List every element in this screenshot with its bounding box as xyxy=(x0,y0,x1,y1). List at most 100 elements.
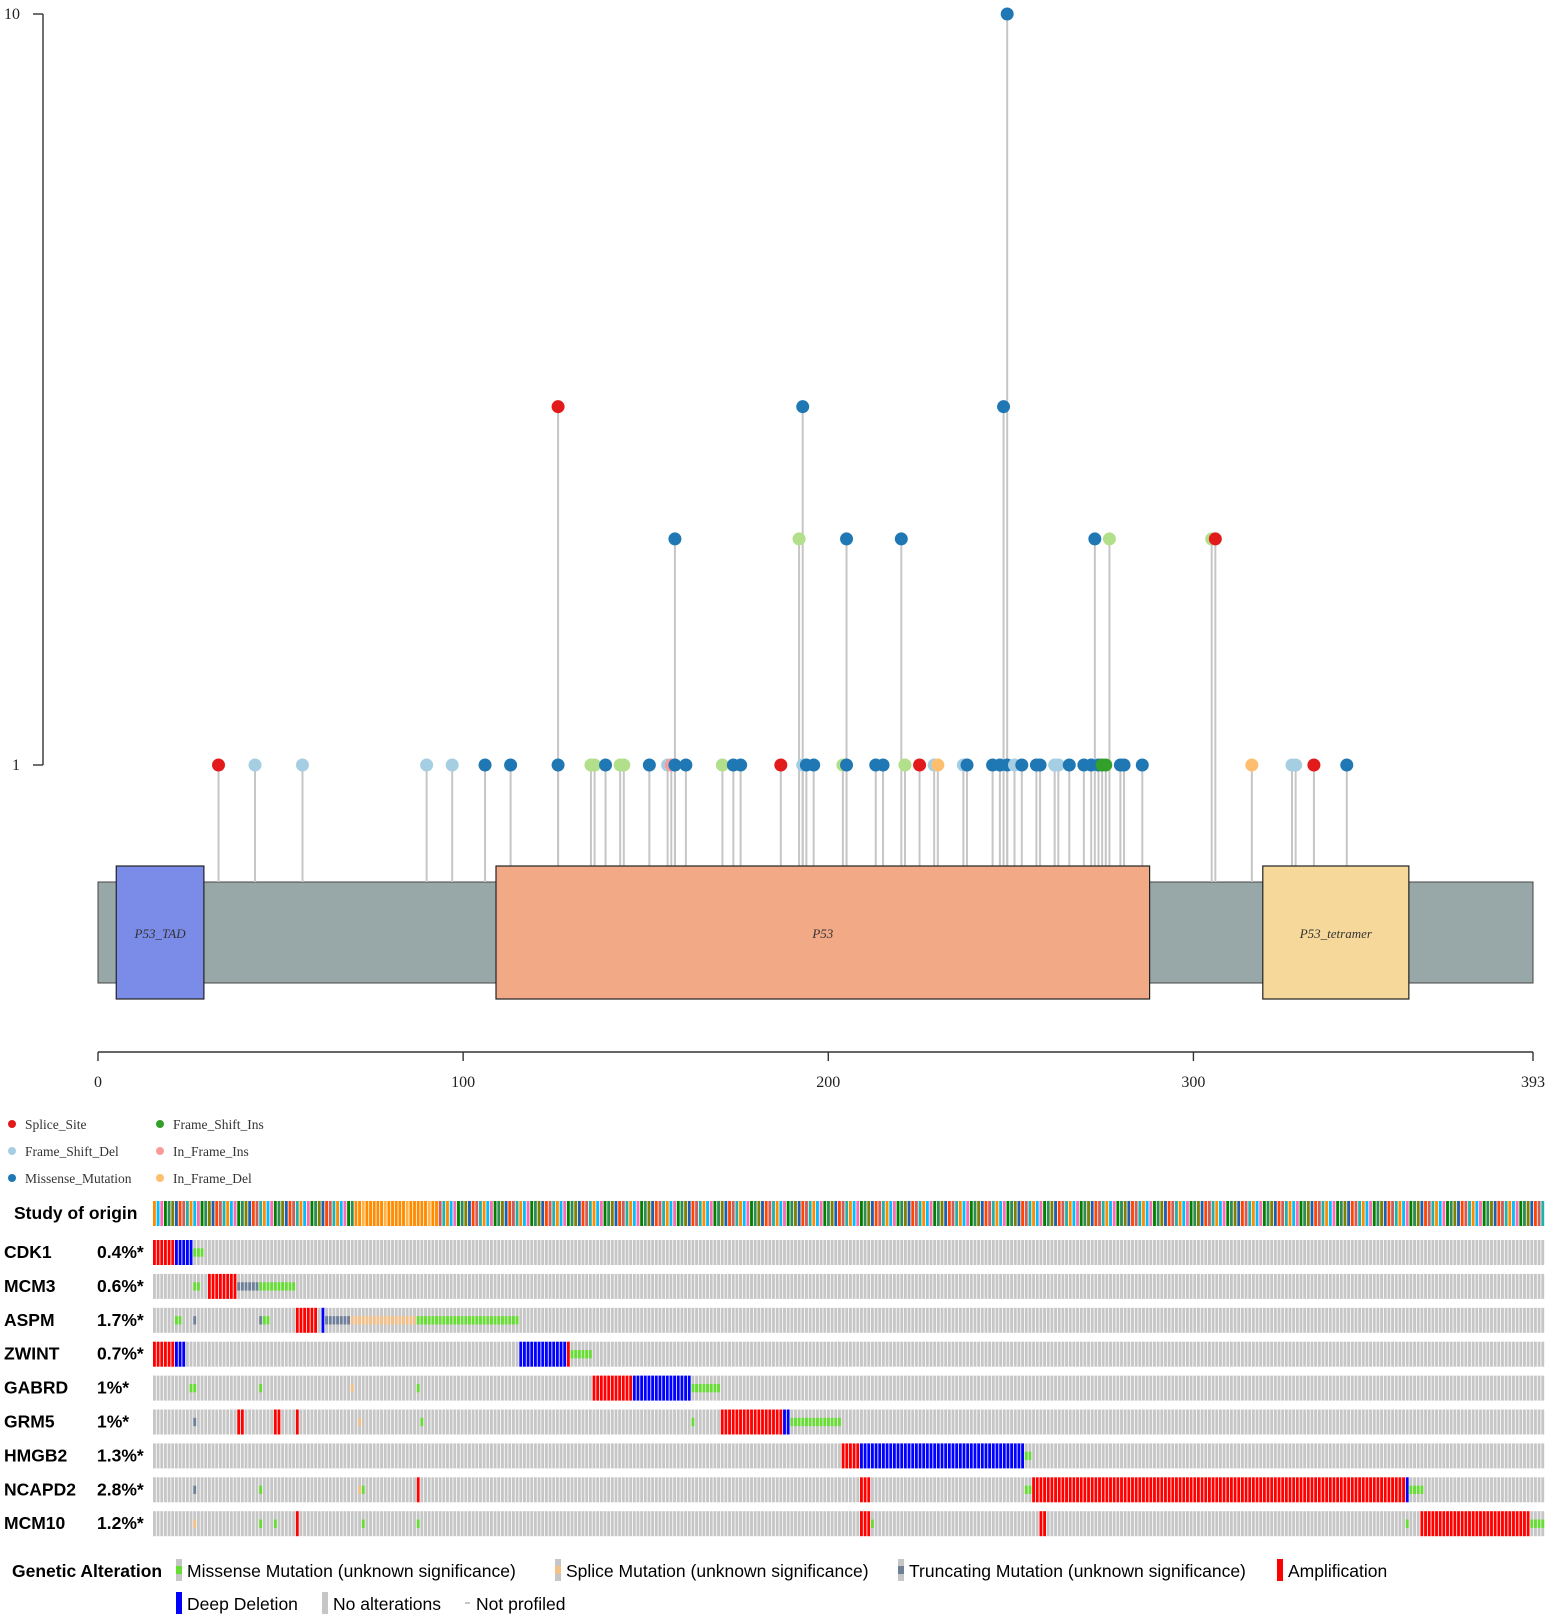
onco-cell xyxy=(1409,1375,1413,1401)
onco-cell xyxy=(1021,1409,1025,1435)
onco-cell xyxy=(922,1273,926,1299)
onco-cell xyxy=(544,1240,548,1265)
onco-cell xyxy=(1218,1273,1222,1299)
onco-cell-amp xyxy=(160,1341,164,1367)
onco-cell xyxy=(1490,1443,1493,1469)
onco-cell xyxy=(1526,1477,1530,1503)
onco-cell xyxy=(1372,1307,1376,1333)
onco-cell xyxy=(317,1443,321,1469)
onco-cell-amp xyxy=(621,1375,625,1401)
onco-cell xyxy=(1215,1307,1219,1333)
onco-cell xyxy=(563,1409,567,1435)
study-cell xyxy=(1105,1201,1109,1226)
mutation-point xyxy=(248,758,262,772)
onco-cell xyxy=(827,1477,830,1503)
study-cell xyxy=(1079,1201,1083,1226)
onco-cell xyxy=(772,1511,775,1537)
study-cell xyxy=(1207,1201,1211,1226)
study-cell xyxy=(1273,1201,1277,1226)
onco-cell xyxy=(1262,1240,1266,1265)
onco-mutation-trunc xyxy=(347,1316,351,1325)
onco-cell xyxy=(504,1341,508,1367)
onco-cell-amp xyxy=(1358,1477,1362,1503)
onco-cell-amp xyxy=(1222,1477,1226,1503)
study-cell xyxy=(1299,1201,1303,1226)
onco-cell-amp xyxy=(1449,1511,1453,1537)
study-cell xyxy=(196,1201,200,1226)
onco-mutation-mis xyxy=(266,1282,270,1291)
onco-cell xyxy=(581,1307,585,1333)
study-cell xyxy=(750,1201,753,1226)
onco-cell xyxy=(695,1443,699,1469)
onco-cell xyxy=(1512,1443,1515,1469)
onco-cell-amp xyxy=(768,1409,772,1435)
onco-cell xyxy=(1123,1443,1127,1469)
onco-cell xyxy=(940,1307,944,1333)
onco-cell xyxy=(1464,1477,1468,1503)
onco-cell xyxy=(786,1240,790,1265)
onco-cell xyxy=(533,1409,537,1435)
onco-cell xyxy=(398,1443,402,1469)
onco-cell xyxy=(929,1511,933,1537)
study-cell xyxy=(768,1201,772,1226)
onco-cell xyxy=(266,1409,270,1435)
onco-mutation-mis xyxy=(288,1282,292,1291)
onco-cell xyxy=(570,1375,574,1401)
onco-cell xyxy=(1288,1273,1292,1299)
onco-cell xyxy=(1182,1443,1186,1469)
onco-cell xyxy=(1054,1511,1057,1537)
onco-cell xyxy=(1438,1443,1442,1469)
onco-cell xyxy=(1186,1511,1189,1537)
onco-cell xyxy=(706,1409,709,1435)
onco-cell-del xyxy=(925,1443,929,1469)
onco-cell xyxy=(977,1375,981,1401)
onco-cell xyxy=(1262,1511,1266,1537)
onco-cell xyxy=(830,1511,834,1537)
onco-cell-amp xyxy=(1431,1511,1435,1537)
onco-cell xyxy=(863,1375,867,1401)
onco-cell xyxy=(1175,1409,1178,1435)
onco-mutation-mis xyxy=(570,1350,574,1359)
onco-cell xyxy=(1197,1511,1200,1537)
gene-label: HMGB2 xyxy=(4,1445,67,1465)
onco-cell xyxy=(1046,1375,1050,1401)
onco-cell xyxy=(251,1511,255,1537)
onco-cell xyxy=(936,1240,940,1265)
onco-cell xyxy=(1197,1341,1200,1367)
onco-cell xyxy=(933,1341,937,1367)
onco-mutation-splice xyxy=(361,1316,365,1325)
study-cell xyxy=(1361,1201,1365,1226)
onco-mutation-trunc xyxy=(255,1282,259,1291)
onco-cell xyxy=(1142,1341,1145,1367)
study-cell xyxy=(746,1201,750,1226)
study-cell xyxy=(812,1201,816,1226)
onco-mutation-splice xyxy=(398,1316,402,1325)
onco-cell xyxy=(614,1409,618,1435)
onco-cell xyxy=(519,1240,523,1265)
onco-cell xyxy=(1523,1273,1526,1299)
onco-cell xyxy=(588,1511,592,1537)
onco-cell xyxy=(1435,1477,1438,1503)
onco-cell xyxy=(464,1273,468,1299)
study-cell xyxy=(1372,1201,1376,1226)
onco-mutation-mis xyxy=(1534,1519,1537,1528)
gene-label: MCM10 xyxy=(4,1513,66,1533)
onco-cell xyxy=(1292,1307,1296,1333)
onco-cell xyxy=(299,1443,303,1469)
onco-cell xyxy=(552,1273,556,1299)
onco-cell xyxy=(874,1341,878,1367)
onco-cell xyxy=(1050,1443,1054,1469)
onco-cell xyxy=(801,1477,805,1503)
onco-cell xyxy=(204,1307,208,1333)
onco-cell xyxy=(233,1240,237,1265)
onco-cell xyxy=(1138,1307,1142,1333)
onco-cell xyxy=(468,1511,471,1537)
onco-cell xyxy=(354,1511,358,1537)
onco-cell xyxy=(621,1307,625,1333)
onco-cell xyxy=(775,1307,779,1333)
onco-cell xyxy=(1292,1443,1296,1469)
onco-cell xyxy=(1244,1409,1248,1435)
gene-label: MCM3 xyxy=(4,1276,56,1296)
onco-cell xyxy=(204,1375,208,1401)
onco-cell xyxy=(922,1375,926,1401)
